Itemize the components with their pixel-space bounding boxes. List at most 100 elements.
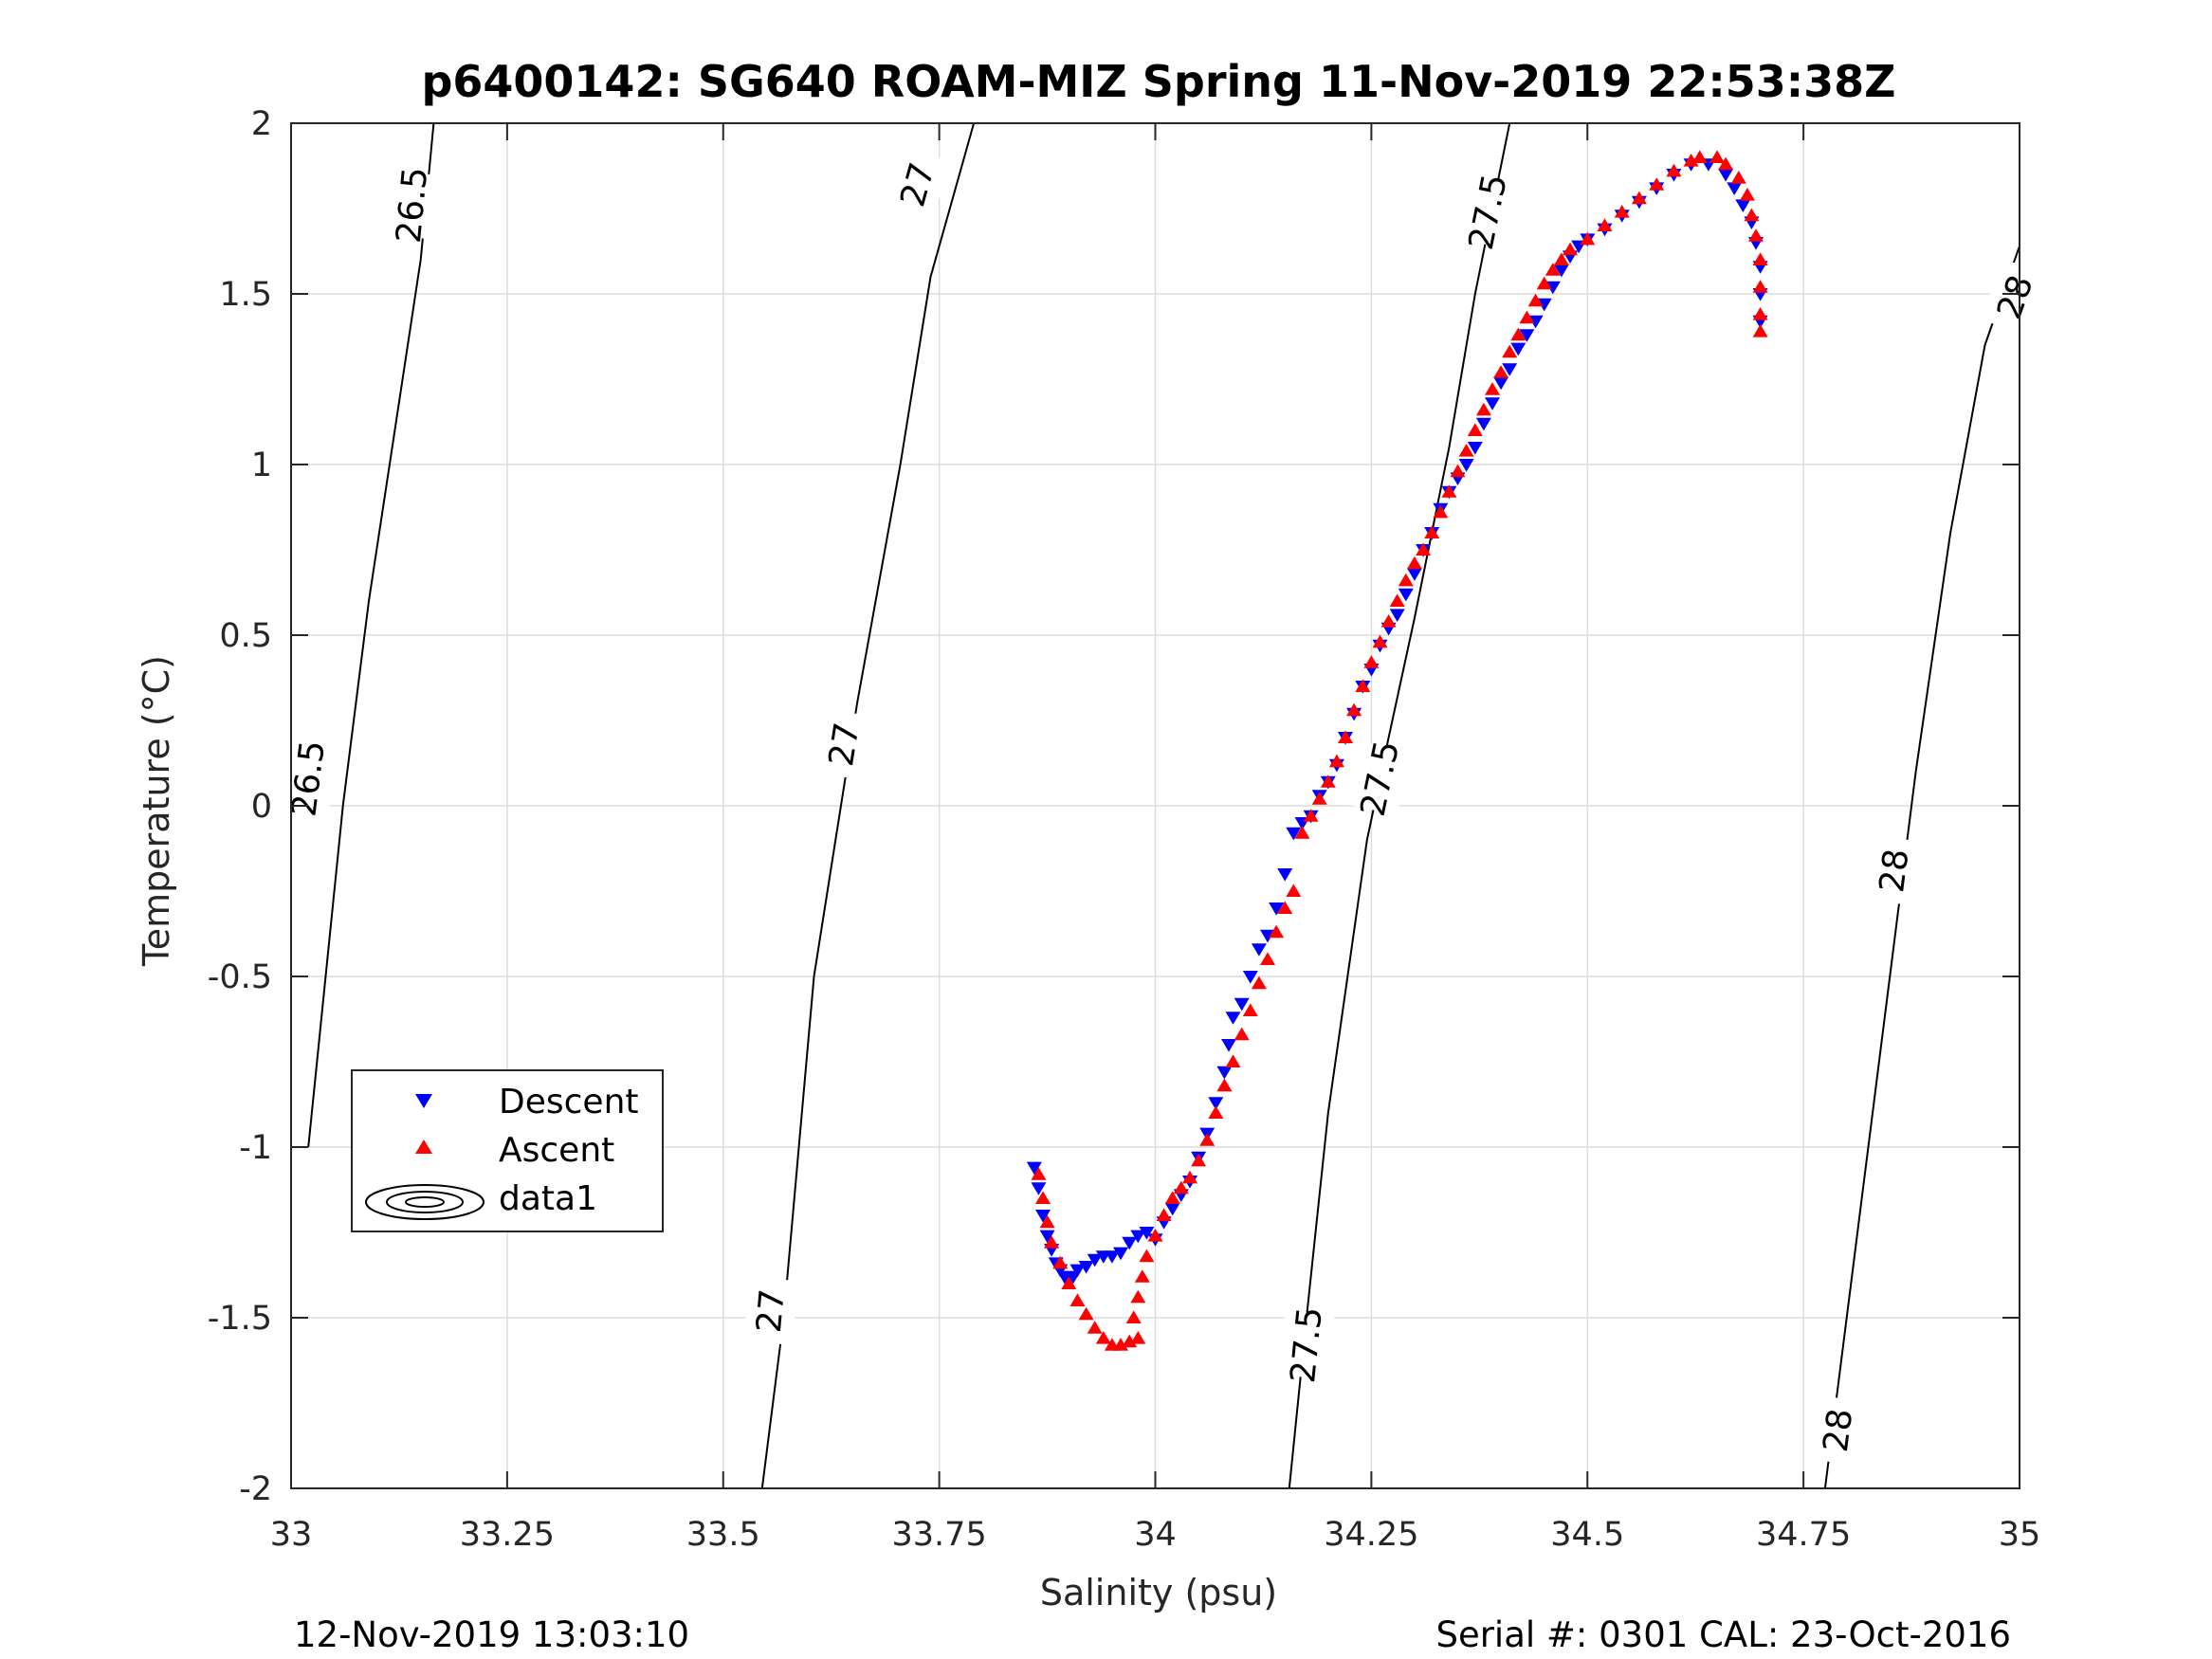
y-tick-label: 0 [251, 788, 272, 826]
descent-point [1234, 997, 1250, 1012]
x-tick-label: 33.75 [892, 1516, 987, 1554]
ascent-point [1406, 556, 1422, 570]
descent-point [1225, 1012, 1241, 1025]
contour-label: 27 [750, 1287, 793, 1334]
descent-point [1113, 1247, 1128, 1261]
chart-title: p6400142: SG640 ROAM-MIZ Spring 11-Nov-2… [421, 56, 1895, 107]
ascent-point [1355, 679, 1371, 692]
descent-point [1475, 417, 1491, 431]
descent-point [1221, 1039, 1236, 1052]
legend-ascent-label: Ascent [499, 1131, 614, 1170]
ascent-point [1424, 525, 1440, 538]
ascent-point [1208, 1105, 1224, 1119]
ascent-point [1752, 280, 1768, 293]
descent-point [1260, 929, 1275, 943]
ascent-point [1069, 1293, 1086, 1306]
ascent-point [1242, 1003, 1258, 1016]
ascent-point [1095, 1331, 1111, 1344]
ascent-point [1433, 504, 1449, 519]
contour-label-background [742, 1276, 798, 1345]
descent-point [1485, 397, 1500, 410]
ascent-point [1044, 1235, 1060, 1249]
descent-point [1458, 459, 1474, 472]
ascent-point [1191, 1153, 1207, 1167]
y-tick-label: -1.5 [208, 1300, 272, 1338]
y-tick-label: -1 [239, 1129, 272, 1167]
contour-label-background [280, 743, 338, 814]
x-tick-label: 33 [270, 1516, 313, 1554]
descent-point [1078, 1261, 1094, 1274]
x-tick-label: 33.5 [686, 1516, 760, 1554]
ascent-point [1087, 1321, 1103, 1334]
ascent-point [1078, 1306, 1094, 1321]
descent-point [1519, 329, 1535, 342]
ascent-point [1269, 924, 1285, 939]
x-tick-label: 33.25 [460, 1516, 555, 1554]
contour-label: 27 [822, 720, 868, 769]
ascent-point [1502, 344, 1518, 358]
y-axis-label: Temperature (°C) [136, 655, 177, 967]
ascent-series [1031, 150, 1768, 1351]
ascent-point [1039, 1214, 1055, 1229]
ascent-point [1311, 792, 1327, 805]
footer-timestamp: 12-Nov-2019 13:03:10 [294, 1614, 689, 1655]
y-tick-label: 1 [251, 447, 272, 484]
x-tick-label: 34.5 [1550, 1516, 1624, 1554]
ascent-point [1182, 1170, 1197, 1184]
descent-point [1286, 827, 1302, 841]
axis-ticks: 33 33.25 33.5 33.75 34 34.25 34.5 34.75 35 2 1.5 1 0… [208, 105, 2041, 1554]
ascent-point [1338, 730, 1353, 743]
ascent-point [1744, 208, 1760, 222]
descent-point [1139, 1227, 1155, 1240]
legend-ascent-marker [415, 1139, 432, 1154]
descent-point [1510, 342, 1526, 356]
ascent-point [1752, 252, 1768, 265]
ascent-point [1718, 156, 1734, 171]
y-tick-label: 2 [251, 105, 272, 143]
contour-label-background [885, 146, 951, 223]
contour-label-background [1865, 835, 1923, 906]
descent-point [1216, 1066, 1233, 1080]
ascent-point [1580, 231, 1596, 246]
ascent-point [1320, 775, 1336, 788]
legend-descent-label: Descent [499, 1083, 639, 1121]
ascent-point [1134, 1269, 1150, 1283]
descent-point [1536, 298, 1552, 312]
ascent-point [1303, 809, 1319, 822]
legend: Descent Ascent data1 [351, 1069, 664, 1232]
contour-label-background [384, 171, 440, 240]
legend-box [351, 1069, 664, 1232]
x-tick-label: 34.75 [1756, 1516, 1851, 1554]
ascent-point [1389, 593, 1405, 607]
ascent-point [1545, 263, 1561, 276]
contour-label: 28 [1873, 847, 1916, 895]
ascent-point [1519, 310, 1535, 324]
descent-point [1545, 281, 1561, 295]
descent-point [1026, 1161, 1042, 1176]
descent-point [1406, 568, 1422, 581]
contour-label: 27.5 [1284, 1305, 1330, 1385]
ascent-point [1752, 307, 1768, 320]
contour-label: 26.5 [390, 166, 435, 246]
ascent-point [1458, 444, 1474, 457]
ascent-point [1156, 1208, 1172, 1221]
legend-contour-icon [365, 1184, 484, 1220]
contour-line-27-5 [1288, 122, 1511, 1489]
contour-line-28 [1823, 246, 2020, 1489]
descent-point [1735, 199, 1751, 212]
ascent-point [1251, 975, 1267, 990]
descent-point [1553, 264, 1569, 278]
ascent-point [1666, 163, 1682, 177]
ascent-point [1597, 218, 1613, 231]
contour-label-background [1457, 175, 1519, 249]
ascent-point [1125, 1310, 1142, 1323]
ascent-point [1485, 382, 1500, 395]
contour-label-background [814, 708, 874, 780]
ascent-point [1035, 1191, 1051, 1204]
ascent-point [1467, 423, 1483, 436]
ascent-point [1216, 1078, 1233, 1092]
ascent-point [1286, 884, 1302, 897]
ascent-point [1563, 242, 1578, 256]
ascent-point [1649, 177, 1665, 191]
descent-point [1718, 169, 1734, 182]
